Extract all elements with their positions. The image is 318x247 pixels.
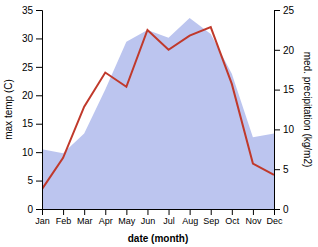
tick-mark [84, 209, 85, 215]
axis-line [36, 11, 43, 210]
tick-label: Jan [35, 216, 50, 226]
tick-label: 25 [283, 5, 295, 16]
tick: 15 [22, 118, 42, 129]
tick: 0 [274, 204, 289, 215]
tick: 5 [274, 164, 289, 175]
tick-label: 25 [22, 62, 34, 73]
tick-mark [169, 209, 170, 215]
tick-mark [36, 38, 42, 39]
tick-label: 10 [22, 147, 34, 158]
tick: Sep [203, 209, 219, 226]
tick: 10 [274, 124, 295, 135]
tick: Apr [99, 209, 113, 226]
y-axis: 0 5 10 15 20 25 30 35 [22, 5, 43, 215]
tick-mark [274, 10, 280, 11]
tick: 5 [27, 175, 42, 186]
tick-mark [126, 209, 127, 215]
tick-mark [63, 209, 64, 215]
axis-line [43, 210, 275, 216]
tick-label: 20 [22, 90, 34, 101]
tick: Oct [225, 209, 240, 226]
x-axis-title: date (month) [128, 233, 189, 244]
y-axis-title: max temp (C) [3, 79, 14, 140]
tick-label: Jun [141, 216, 156, 226]
y2-axis: 0 5 10 15 20 25 [274, 5, 295, 215]
tick-label: 0 [27, 204, 33, 215]
tick: Jul [163, 209, 175, 226]
tick-label: Apr [99, 216, 113, 226]
tick: May [118, 209, 136, 226]
tick-label: 5 [27, 175, 33, 186]
tick-mark [36, 95, 42, 96]
tick-label: 0 [283, 204, 289, 215]
tick: Mar [77, 209, 93, 226]
tick: 10 [22, 147, 42, 158]
x-axis: Jan Feb Mar Apr May Jun Jul Aug Sep Oct Nov Dec [35, 209, 283, 226]
tick-mark [274, 169, 280, 170]
tick: 0 [27, 204, 42, 215]
tick-label: 5 [283, 164, 289, 175]
marks [42, 18, 274, 209]
tick-label: 30 [22, 33, 34, 44]
tick-label: 15 [22, 118, 34, 129]
tick-mark [147, 209, 148, 215]
tick-label: Jul [163, 216, 175, 226]
tick-mark [36, 152, 42, 153]
y2-axis-title: med. precipitation (kg/m2) [302, 52, 313, 168]
tick-label: Mar [77, 216, 93, 226]
tick-mark [36, 209, 42, 210]
tick-mark [105, 209, 106, 215]
tick: 30 [22, 33, 42, 44]
tick-label: 10 [283, 124, 295, 135]
tick-mark [274, 209, 280, 210]
tick-label: Sep [203, 216, 219, 226]
tick: Aug [182, 209, 198, 226]
area [42, 18, 274, 209]
tick-label: Feb [56, 216, 72, 226]
tick: 25 [22, 62, 42, 73]
tick-label: Oct [225, 216, 240, 226]
tick: 15 [274, 84, 295, 95]
tick-mark [274, 129, 280, 130]
tick-label: May [118, 216, 136, 226]
tick-label: Aug [182, 216, 198, 226]
tick-mark [274, 90, 280, 91]
tick-mark [274, 50, 280, 51]
tick: Jan [35, 209, 50, 226]
axis-line [275, 11, 281, 210]
tick: Nov [245, 209, 262, 226]
tick-mark [36, 124, 42, 125]
line [42, 27, 274, 189]
tick-mark [253, 209, 254, 215]
chart: JanFebMarAprMayJunJulAugSepOctNovDec0510… [0, 0, 318, 247]
tick-label: 20 [283, 45, 295, 56]
tick: 35 [22, 5, 42, 16]
tick-label: 15 [283, 84, 295, 95]
tick-label: Nov [245, 216, 262, 226]
tick: Feb [56, 209, 72, 226]
plot: JanFebMarAprMayJunJulAugSepOctNovDec0510… [3, 5, 313, 244]
tick-mark [211, 209, 212, 215]
tick-mark [190, 209, 191, 215]
tick-mark [36, 181, 42, 182]
tick-label: 35 [22, 5, 34, 16]
tick: 20 [22, 90, 42, 101]
tick-label: Dec [266, 216, 283, 226]
tick: Jun [141, 209, 156, 226]
tick: Dec [266, 209, 283, 226]
tick: 25 [274, 5, 295, 16]
tick-mark [232, 209, 233, 215]
tick: 20 [274, 45, 295, 56]
tick-mark [36, 67, 42, 68]
tick-mark [36, 10, 42, 11]
